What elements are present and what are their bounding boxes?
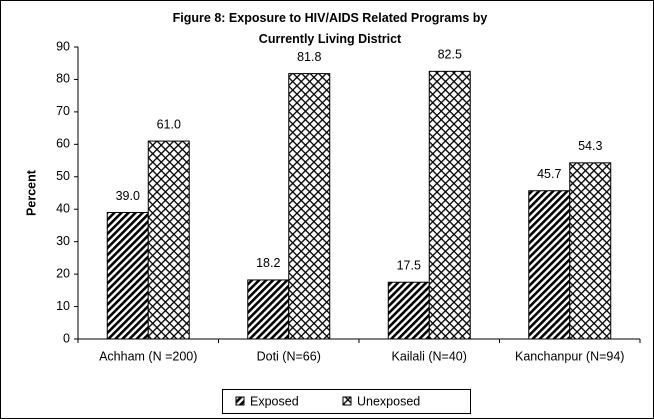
legend-label: Unexposed	[357, 394, 420, 408]
bar	[247, 279, 290, 340]
bar	[387, 281, 430, 340]
chart-title: Figure 8: Exposure to HIV/AIDS Related P…	[172, 11, 488, 46]
value-label: 54.3	[578, 139, 602, 153]
bar	[528, 190, 571, 340]
y-tick-label: 70	[56, 104, 70, 118]
y-axis-label: Percent	[24, 169, 38, 216]
y-tick-label: 20	[56, 266, 70, 280]
value-label: 17.5	[397, 259, 421, 273]
y-tick-label: 60	[56, 137, 70, 151]
x-tick-label: Achham (N =200)	[99, 349, 197, 363]
y-tick-label: 0	[63, 331, 70, 345]
y-tick-label: 80	[56, 72, 70, 86]
legend-swatch	[342, 396, 352, 406]
bar	[288, 73, 331, 340]
bar	[106, 211, 149, 340]
bar	[569, 162, 612, 340]
y-tick-label: 10	[56, 299, 70, 313]
x-tick-label: Doti (N=66)	[257, 349, 321, 363]
x-tick-label: Kanchanpur (N=94)	[515, 349, 624, 363]
y-tick-label: 90	[56, 39, 70, 53]
value-label: 81.8	[297, 50, 321, 64]
y-tick-label: 50	[56, 169, 70, 183]
bar	[147, 140, 190, 340]
value-label: 39.0	[116, 189, 140, 203]
value-label: 61.0	[157, 117, 181, 131]
value-label: 45.7	[537, 167, 561, 181]
value-label: 18.2	[256, 256, 280, 270]
legend-label: Exposed	[250, 394, 299, 408]
y-tick-label: 40	[56, 202, 70, 216]
y-tick-label: 30	[56, 234, 70, 248]
value-label: 82.5	[438, 48, 462, 62]
x-tick-label: Kailali (N=40)	[392, 349, 467, 363]
bar	[428, 70, 471, 340]
legend-swatch	[235, 396, 245, 406]
